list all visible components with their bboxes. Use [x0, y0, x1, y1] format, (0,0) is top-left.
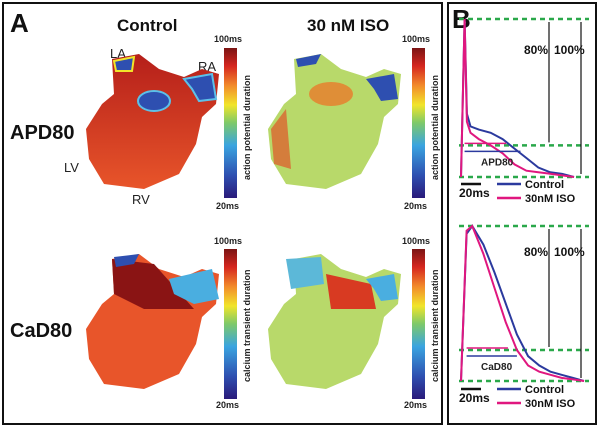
colorbar3-max: 100ms [214, 236, 243, 246]
heart-map-cad-control [86, 254, 219, 389]
trace-plots: 80% 100% APD80 20ms Control 30nM ISO 80% 100% Ca… [459, 17, 589, 410]
colorbar4-min: 20ms [404, 400, 428, 410]
colorbar-apd-control [224, 48, 237, 198]
trace-iso [460, 224, 585, 382]
heart-map-cad-iso [268, 254, 401, 389]
scale-bar-label: 20ms [459, 391, 490, 405]
row-label-cad80: CaD80 [10, 320, 73, 342]
colorbar-cad-control [224, 249, 237, 399]
label-100pct: 100% [554, 43, 585, 57]
colorbar1-title: action potential duration [242, 75, 252, 180]
trace-iso [460, 18, 575, 178]
panel-b: B 80% 100% APD80 20ms Control 30nM ISO 80% 100%… [447, 2, 597, 425]
column-title-control: Control [117, 16, 178, 35]
panel-a-label: A [10, 8, 29, 38]
label-80pct: 80% [524, 43, 548, 57]
label-100pct: 100% [554, 245, 585, 259]
heart-map-apd-iso [268, 54, 401, 189]
label-duration: APD80 [481, 157, 514, 168]
colorbar2-max: 100ms [402, 34, 431, 44]
colorbar2-title: action potential duration [430, 75, 440, 180]
legend-label-control: Control [525, 384, 564, 396]
colorbar2-min: 20ms [404, 201, 428, 211]
colorbar3-min: 20ms [216, 400, 240, 410]
legend-label-control: Control [525, 179, 564, 191]
legend-label-iso: 30nM ISO [525, 193, 576, 205]
colorbar1-min: 20ms [216, 201, 240, 211]
legend-label-iso: 30nM ISO [525, 398, 576, 410]
panel-a: A Control 30 nM ISO APD80 CaD80 LA RA LV… [2, 2, 443, 425]
row-label-apd80: APD80 [10, 122, 75, 144]
column-title-iso: 30 nM ISO [307, 16, 390, 35]
scale-bar-label: 20ms [459, 186, 490, 200]
heart-map-apd-control [86, 54, 219, 189]
label-rv: RV [132, 192, 150, 207]
label-80pct: 80% [524, 245, 548, 259]
colorbar4-title: calcium transient duration [430, 269, 440, 382]
colorbar3-title: calcium transient duration [242, 269, 252, 382]
colorbar-apd-iso [412, 48, 425, 198]
label-duration: CaD80 [481, 362, 513, 373]
label-lv: LV [64, 160, 79, 175]
colorbar-cad-iso [412, 249, 425, 399]
colorbar1-max: 100ms [214, 34, 243, 44]
colorbar4-max: 100ms [402, 236, 431, 246]
